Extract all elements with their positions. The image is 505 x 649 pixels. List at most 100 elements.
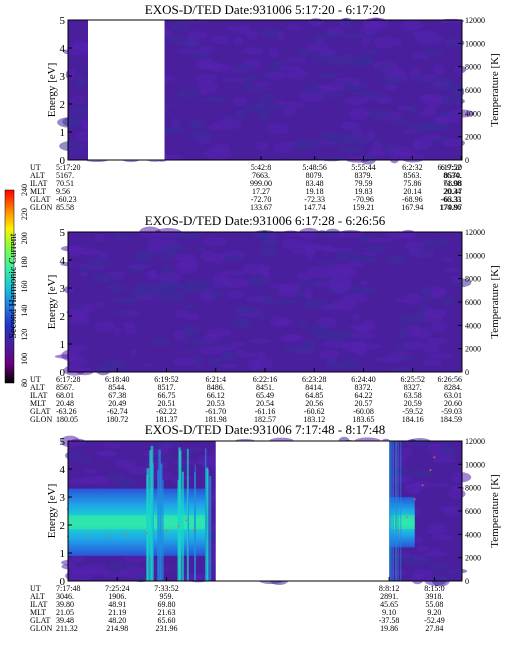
heatmap-cell: [158, 279, 179, 292]
orbit-row-label: GLON: [30, 415, 52, 424]
heatmap-cell: [432, 116, 447, 124]
orbit-value: 70.51: [56, 179, 74, 188]
heatmap-cell: [174, 310, 189, 318]
y2-tick-label: 12000: [465, 437, 485, 446]
orbit-value: 8414.: [305, 383, 323, 392]
heatmap-cell: [173, 233, 199, 239]
heatmap-cell: [68, 356, 88, 366]
heatmap-cell: [173, 357, 197, 367]
orbit-value: 39.48: [56, 616, 74, 625]
orbit-value: -59.52: [402, 407, 423, 416]
orbit-row-label: UT: [30, 584, 41, 593]
heatmap-cell: [389, 452, 411, 459]
heatmap-cell: [364, 34, 375, 39]
heatmap-cell: [106, 283, 126, 293]
orbit-value: 174.86: [439, 203, 461, 212]
heatmap-cell: [72, 39, 86, 51]
orbit-value: 214.98: [106, 624, 128, 633]
y2-tick-label: 0: [465, 156, 469, 165]
orbit-value: 19.83: [355, 187, 373, 196]
heatmap-cell: [117, 479, 141, 484]
heatmap-cell: [412, 327, 433, 339]
y2-tick-label: 6000: [465, 507, 481, 516]
heatmap-cell: [363, 30, 376, 35]
heatmap-cell: [341, 17, 353, 30]
orbit-value: 67.38: [108, 391, 126, 400]
heatmap-cell: [208, 357, 224, 367]
heatmap-cell: [182, 304, 198, 310]
orbit-value: 9.20: [427, 608, 441, 617]
heatmap-cell: [274, 299, 300, 306]
heatmap-cell: [173, 463, 192, 474]
heatmap-cell: [297, 244, 319, 250]
temperature-point: [126, 533, 128, 536]
y-tick-label: 3: [60, 71, 66, 83]
heatmap-cell: [264, 103, 289, 110]
heatmap-cell: [200, 96, 229, 102]
heatmap-cell: [445, 38, 465, 48]
colorbar-tick-label: 240: [20, 184, 29, 196]
heatmap-cell: [304, 287, 314, 300]
orbit-row-label: UT: [30, 163, 41, 172]
heatmap-cell: [65, 451, 84, 461]
colorbar: Second Harmonic Current 80 100 120 140 160 18…: [4, 184, 29, 387]
y2-axis-label: Temperature [K]: [489, 474, 501, 547]
heatmap-cell: [95, 450, 116, 457]
heatmap-cell: [210, 35, 231, 44]
heatmap-cell: [109, 561, 123, 573]
orbit-value: 20.56: [305, 399, 323, 408]
heatmap-cell: [358, 287, 380, 295]
orbit-value: 147.74: [304, 203, 326, 212]
heatmap-cell: [365, 130, 375, 142]
heatmap-cell: [232, 64, 256, 72]
orbit-value: 20.14: [403, 187, 421, 196]
heatmap-cell: [354, 344, 367, 357]
orbit-value: 20.49: [108, 399, 126, 408]
heatmap-cell: [429, 523, 447, 529]
heatmap-cell: [75, 75, 86, 87]
orbit-value: 83.48: [306, 179, 324, 188]
heatmap-cell: [129, 348, 138, 356]
orbit-value: 19.86: [380, 624, 398, 633]
heatmap-cell: [133, 251, 152, 263]
orbit-value: 17.27: [252, 187, 270, 196]
heatmap-cell: [263, 71, 291, 80]
orbit-value: 6:17:28: [56, 375, 80, 384]
orbit-row-label: UT: [30, 375, 41, 384]
orbit-value: 3046.: [56, 592, 74, 601]
heatmap-cell: [60, 262, 78, 267]
orbit-value: 65.60: [158, 616, 176, 625]
heatmap-cell: [405, 240, 425, 251]
heatmap-cell: [109, 310, 134, 315]
orbit-value: 8563.: [403, 171, 421, 180]
heatmap-cell: [314, 282, 331, 288]
heatmap-cell: [336, 250, 361, 262]
orbit-row-label: ALT: [30, 383, 45, 392]
orbit-value: 20.34: [443, 187, 461, 196]
heatmap-cell: [315, 140, 336, 145]
orbit-value: 64.22: [355, 391, 373, 400]
heatmap-cell: [419, 54, 430, 60]
heatmap-cell: [233, 96, 248, 107]
heatmap-cell: [321, 340, 350, 349]
orbit-value: 7:25:24: [105, 584, 129, 593]
orbit-value: 5:55:44: [351, 163, 375, 172]
heatmap-cell: [317, 261, 337, 267]
heatmap-cell: [265, 123, 289, 135]
orbit-value: 5:17:20: [56, 163, 80, 172]
y2-tick-label: 2000: [465, 133, 481, 142]
data-gap: [88, 20, 165, 160]
orbit-value: 179.97: [440, 203, 462, 212]
heatmap-cell: [412, 51, 422, 60]
orbit-value: 8327.: [404, 383, 422, 392]
orbit-value: 21.63: [158, 608, 176, 617]
heatmap-cell: [243, 47, 263, 56]
orbit-value: -37.58: [379, 616, 400, 625]
heatmap-cell: [327, 27, 345, 36]
orbit-value: 180.72: [106, 415, 128, 424]
heatmap-cell: [397, 314, 414, 326]
heatmap-cell: [194, 247, 207, 252]
heatmap-cell: [127, 264, 151, 269]
heatmap-cell: [217, 343, 234, 349]
heatmap-cell: [433, 64, 446, 75]
